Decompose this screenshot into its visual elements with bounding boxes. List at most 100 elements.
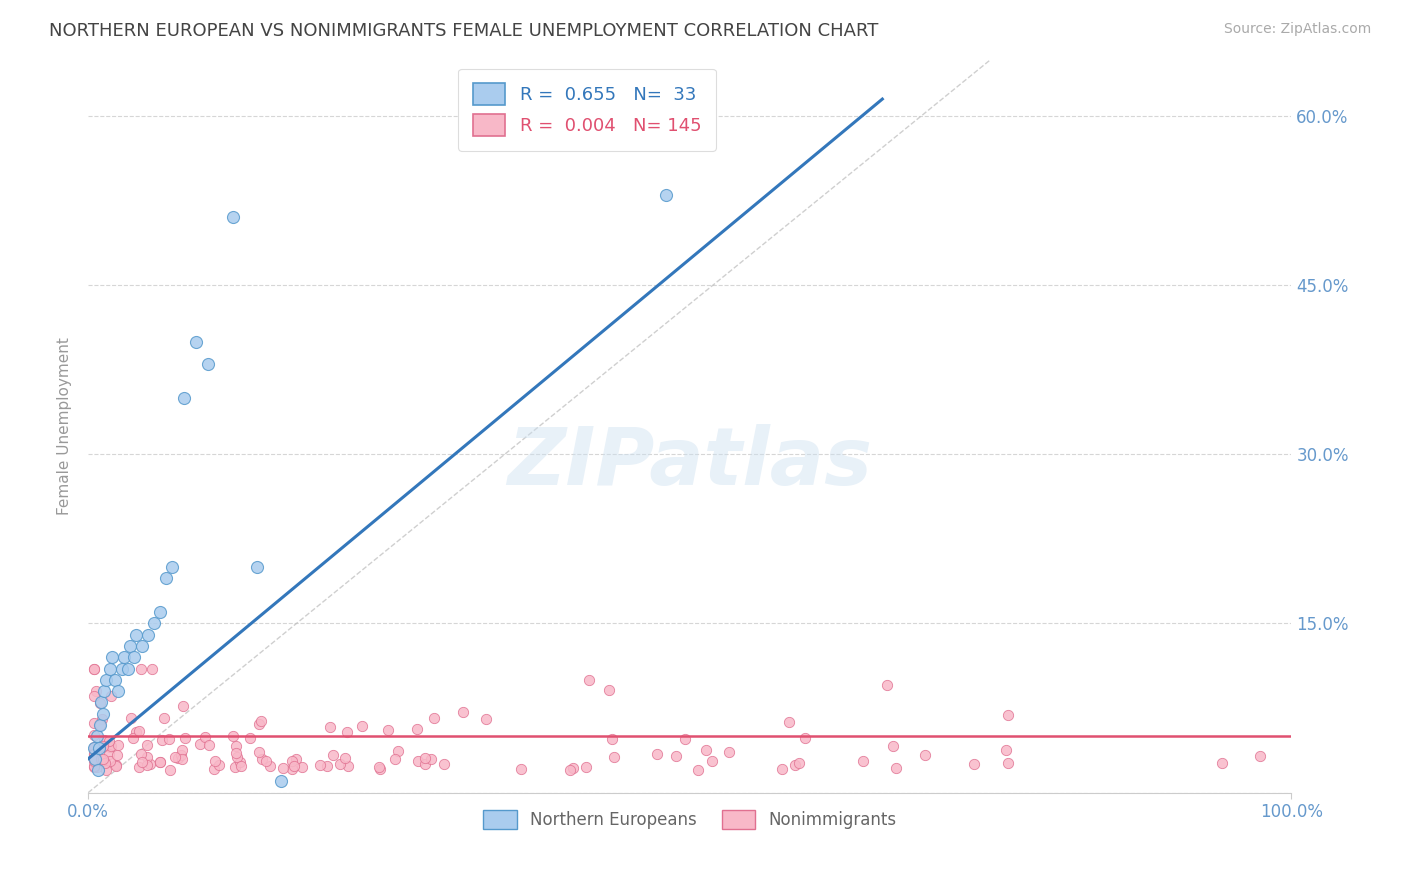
Point <box>131 639 153 653</box>
Point <box>413 757 436 772</box>
Point <box>83 747 105 762</box>
Point <box>91 752 114 766</box>
Point <box>105 757 128 772</box>
Point <box>995 743 1018 757</box>
Point <box>225 749 247 764</box>
Point <box>229 759 252 773</box>
Point <box>97 747 120 761</box>
Point <box>98 754 121 768</box>
Point <box>322 747 344 762</box>
Text: Source: ZipAtlas.com: Source: ZipAtlas.com <box>1223 22 1371 37</box>
Point <box>170 747 193 762</box>
Point <box>100 689 122 703</box>
Point <box>170 752 193 766</box>
Point <box>131 756 153 770</box>
Point <box>117 662 139 676</box>
Point <box>1249 749 1271 764</box>
Point <box>778 714 800 729</box>
Point <box>225 746 247 760</box>
Point <box>128 723 150 738</box>
Point <box>83 662 105 676</box>
Point <box>139 756 162 771</box>
Point <box>91 739 114 754</box>
Point <box>336 758 359 772</box>
Point <box>155 571 177 585</box>
Point <box>83 747 105 761</box>
Point <box>281 754 304 768</box>
Point <box>135 758 157 772</box>
Point <box>83 662 105 676</box>
Point <box>997 756 1019 770</box>
Point <box>384 752 406 766</box>
Point <box>770 762 793 776</box>
Point <box>188 737 211 751</box>
Point <box>172 699 194 714</box>
Point <box>83 759 105 773</box>
Point <box>125 628 148 642</box>
Point <box>575 759 598 773</box>
Point <box>225 739 247 753</box>
Point <box>149 755 172 769</box>
Point <box>271 761 294 775</box>
Point <box>433 757 456 772</box>
Point <box>112 650 135 665</box>
Point <box>121 731 143 746</box>
Point <box>208 757 231 772</box>
Point <box>884 761 907 775</box>
Point <box>96 673 118 687</box>
Point <box>94 756 117 770</box>
Point <box>997 708 1019 723</box>
Point <box>783 758 806 772</box>
Point <box>413 751 436 765</box>
Point <box>83 716 105 731</box>
Point <box>86 760 108 774</box>
Point <box>89 717 111 731</box>
Point <box>645 747 668 762</box>
Point <box>90 695 112 709</box>
Point <box>128 759 150 773</box>
Point <box>202 762 225 776</box>
Point <box>406 754 429 768</box>
Point <box>329 756 352 771</box>
Point <box>83 728 105 742</box>
Point <box>510 762 533 776</box>
Point <box>598 683 620 698</box>
Point <box>107 739 129 753</box>
Point <box>84 756 107 770</box>
Point <box>122 650 145 665</box>
Point <box>129 662 152 676</box>
Point <box>229 755 252 769</box>
Point <box>794 731 817 746</box>
Point <box>333 751 356 765</box>
Point <box>451 705 474 719</box>
Point <box>153 711 176 725</box>
Point <box>695 742 717 756</box>
Point <box>654 188 676 202</box>
Point <box>83 760 105 774</box>
Point <box>120 711 142 725</box>
Point <box>259 759 281 773</box>
Point <box>224 760 246 774</box>
Point <box>83 751 105 765</box>
Point <box>247 745 270 759</box>
Point <box>717 745 740 759</box>
Point <box>165 750 187 764</box>
Point <box>406 722 429 736</box>
Point <box>291 760 314 774</box>
Point <box>89 718 111 732</box>
Y-axis label: Female Unemployment: Female Unemployment <box>58 337 72 515</box>
Point <box>315 758 337 772</box>
Point <box>83 739 105 754</box>
Point <box>150 733 173 747</box>
Point <box>86 729 108 743</box>
Point <box>93 684 115 698</box>
Point <box>221 730 243 744</box>
Point <box>474 712 496 726</box>
Point <box>136 738 159 752</box>
Point <box>600 732 623 747</box>
Point <box>204 754 226 768</box>
Point <box>963 756 986 771</box>
Point <box>377 723 399 737</box>
Point <box>89 697 111 711</box>
Point <box>420 752 443 766</box>
